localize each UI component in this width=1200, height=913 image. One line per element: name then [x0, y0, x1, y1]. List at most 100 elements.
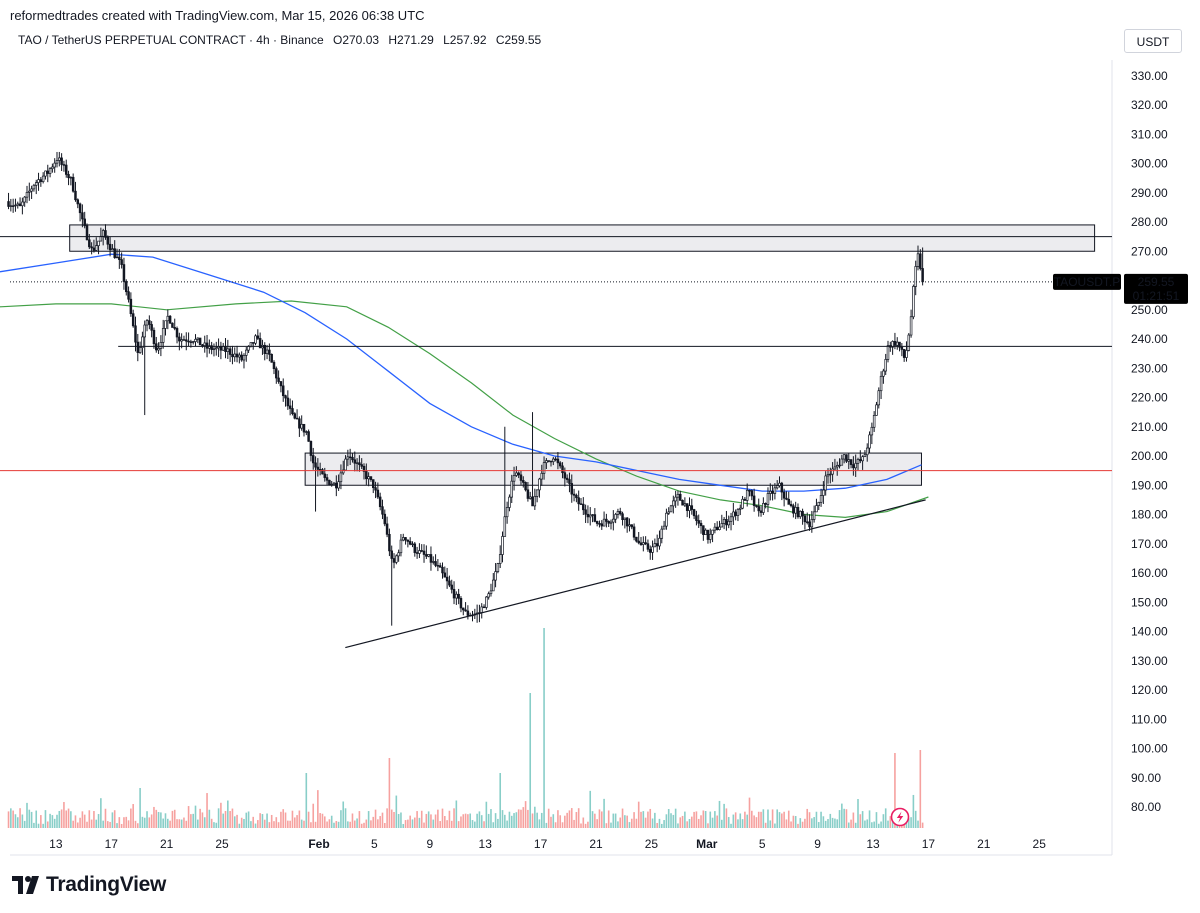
candle-body: [155, 343, 158, 351]
candle-body: [817, 501, 821, 506]
symbol-name[interactable]: TAO / TetherUS PERPETUAL CONTRACT · 4h ·…: [18, 33, 324, 47]
candle-body: [752, 495, 756, 506]
volume-bar: [231, 808, 234, 828]
candle: [685, 503, 689, 518]
volume-bar: [531, 813, 534, 828]
volume-bar: [764, 822, 767, 828]
volume-bar: [767, 809, 769, 828]
candle: [796, 503, 800, 519]
candle: [355, 458, 359, 472]
volume-bar: [857, 799, 859, 828]
candle: [295, 409, 299, 420]
candle: [422, 544, 426, 563]
replay-lightning-icon[interactable]: [890, 807, 910, 827]
volume-bar: [97, 814, 100, 828]
candle: [270, 353, 273, 363]
candle-body: [492, 579, 495, 592]
candle: [291, 400, 294, 416]
candle: [238, 352, 241, 364]
candle-body: [819, 495, 823, 503]
candle-body: [785, 497, 788, 500]
volume-bar: [194, 805, 197, 828]
candle: [457, 588, 460, 605]
candle: [18, 197, 22, 207]
candle: [224, 338, 227, 359]
volume-bar: [714, 811, 716, 828]
candle-body: [295, 417, 299, 420]
currency-button[interactable]: USDT: [1124, 29, 1182, 53]
candle-body: [455, 593, 458, 599]
time-tick-label: 13: [866, 837, 880, 851]
candle: [436, 559, 440, 572]
candle-body: [709, 533, 712, 540]
candle: [519, 470, 523, 485]
drawing-lines[interactable]: [0, 236, 1112, 649]
candle-body: [81, 212, 84, 220]
candle-body: [25, 191, 29, 198]
candlestick-series: [7, 151, 924, 626]
candle-body: [390, 550, 393, 559]
volume-bar: [836, 819, 839, 828]
candle: [835, 461, 839, 476]
candle-body: [157, 348, 160, 351]
price-tick-label: 250.00: [1131, 303, 1168, 317]
candle-body: [240, 354, 243, 361]
volume-bar: [333, 822, 335, 828]
candle-body: [489, 590, 493, 595]
price-tag-countdown: 01:21:51: [1133, 289, 1180, 303]
candle: [642, 536, 645, 552]
price-tick-label: 240.00: [1131, 332, 1168, 346]
candle-body: [141, 336, 144, 348]
volume-bar: [778, 812, 781, 828]
time-tick-label: Feb: [308, 837, 329, 851]
candle: [452, 581, 456, 605]
time-axis[interactable]: 13 17 21 25 Feb 5 9 13 17 21 25 Mar 5 9 13 17 21 25: [49, 837, 1046, 851]
volume-bar: [453, 808, 455, 828]
candle: [212, 343, 216, 357]
time-tick-label: 9: [814, 837, 821, 851]
volume-bar: [504, 814, 506, 828]
volume-bar: [787, 810, 790, 828]
volume-bar: [566, 812, 568, 828]
candle: [358, 455, 361, 472]
price-axis[interactable]: 330.00 320.00 310.00 300.00 290.00 280.00 270.…: [1131, 69, 1168, 814]
volume-bar: [649, 808, 652, 828]
candle-body: [136, 341, 140, 353]
volume-bar: [783, 811, 785, 828]
candle: [365, 463, 368, 485]
candle-body: [226, 348, 230, 352]
candle-body: [122, 264, 126, 282]
candle: [34, 179, 38, 195]
volume-bar: [416, 811, 418, 828]
candle: [780, 481, 784, 501]
candle: [330, 480, 333, 487]
drawing-zones[interactable]: [69, 224, 1096, 486]
volume-bar: [300, 819, 303, 828]
candle: [487, 591, 490, 600]
candle: [293, 412, 297, 420]
tradingview-brand[interactable]: TradingView: [12, 873, 166, 897]
candle-body: [847, 459, 851, 462]
candle: [111, 244, 114, 251]
candle-body: [64, 164, 68, 175]
candle-body: [443, 572, 447, 578]
candle: [325, 473, 329, 485]
candle: [524, 481, 527, 492]
candle: [134, 316, 137, 352]
candle: [284, 394, 287, 407]
volume-bar: [660, 823, 663, 828]
candle: [683, 497, 687, 508]
volume-bar: [695, 811, 698, 828]
volume-bar: [584, 823, 587, 828]
volume-bar: [515, 812, 518, 828]
candle-body: [799, 510, 802, 518]
candle: [182, 335, 186, 341]
candle-body: [510, 480, 513, 498]
candle: [741, 495, 744, 510]
candle: [713, 523, 717, 534]
volume-bar: [510, 815, 513, 828]
volume-bar: [776, 809, 779, 828]
candle-body: [704, 529, 707, 535]
candle-body: [734, 511, 737, 516]
